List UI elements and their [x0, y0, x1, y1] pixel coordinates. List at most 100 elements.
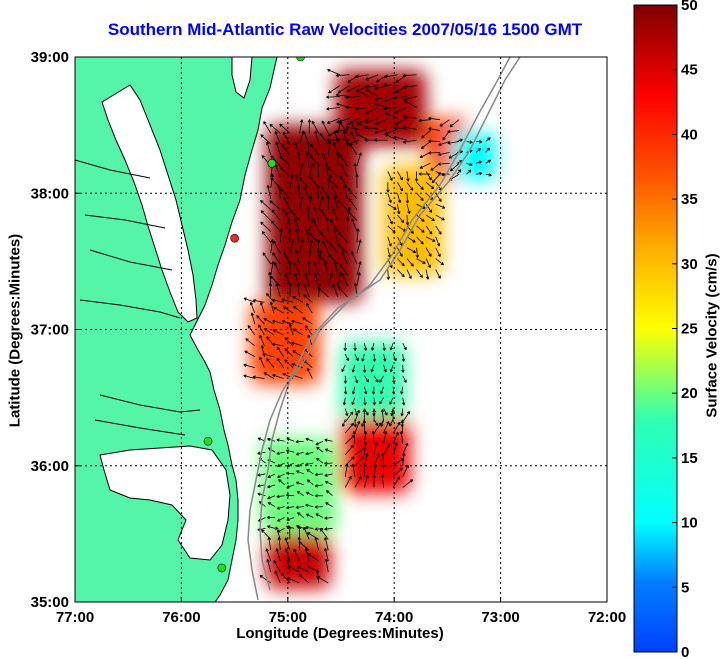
- velocity-arrow: [387, 203, 397, 210]
- velocity-arrow: [356, 272, 361, 286]
- velocity-arrow: [263, 372, 275, 379]
- velocity-arrow: [374, 128, 388, 134]
- velocity-arrow: [281, 143, 291, 156]
- velocity-arrow: [276, 357, 284, 368]
- velocity-arrow: [402, 375, 407, 383]
- x-axis: 77:00 76:00 75:00 74:00 73:00 72:00: [56, 597, 626, 626]
- colorbar-tick-label: 25: [681, 321, 698, 338]
- velocity-arrow: [266, 184, 272, 199]
- velocity-arrow: [476, 140, 483, 144]
- velocity-arrow: [485, 173, 492, 177]
- velocity-arrow: [259, 334, 265, 347]
- velocity-arrow: [315, 440, 324, 446]
- colorbar-tick-label: 15: [681, 450, 698, 467]
- y-tick-label: 39:00: [31, 49, 69, 66]
- velocity-arrow: [277, 473, 285, 478]
- colorbar-tick-label: 10: [681, 515, 698, 532]
- x-tick-label: 76:00: [162, 609, 200, 626]
- velocity-arrow: [336, 243, 348, 254]
- velocity-arrow: [327, 178, 339, 189]
- velocity-arrow: [476, 171, 483, 176]
- velocity-arrow: [402, 342, 407, 351]
- velocity-arrow: [354, 456, 364, 467]
- velocity-arrow: [402, 73, 417, 78]
- velocity-arrow: [351, 364, 356, 373]
- velocity-arrow: [402, 411, 411, 423]
- velocity-arrow: [259, 575, 272, 584]
- velocity-arrow: [341, 364, 346, 373]
- y-tick-label: 36:00: [31, 458, 69, 475]
- velocity-arrow: [277, 517, 285, 522]
- velocity-arrow: [324, 558, 329, 573]
- velocity-arrow: [401, 397, 406, 406]
- velocity-arrow: [281, 298, 294, 303]
- velocity-arrow: [380, 386, 384, 395]
- velocity-arrow: [266, 558, 272, 573]
- velocity-arrow: [389, 364, 394, 373]
- velocity-arrow: [425, 269, 430, 280]
- velocity-arrow: [384, 112, 398, 119]
- velocity-arrow: [278, 479, 285, 486]
- velocity-arrow: [437, 162, 450, 166]
- velocity-arrow: [318, 250, 323, 265]
- velocity-arrow: [308, 163, 315, 178]
- velocity-arrow: [356, 85, 369, 92]
- velocity-arrow: [324, 516, 333, 520]
- velocity-arrow: [350, 120, 358, 134]
- velocity-arrow: [263, 121, 272, 134]
- velocity-arrow: [289, 209, 300, 221]
- velocity-arrow: [287, 565, 300, 573]
- velocity-arrow: [370, 364, 375, 373]
- velocity-arrow: [364, 125, 379, 130]
- velocity-arrow: [279, 166, 291, 178]
- velocity-arrow: [447, 129, 460, 134]
- velocity-arrow: [293, 305, 303, 314]
- velocity-arrow: [389, 397, 394, 405]
- velocity-arrow: [317, 287, 329, 298]
- velocity-arrow: [305, 302, 313, 314]
- velocity-arrow: [396, 204, 401, 215]
- velocity-arrow: [373, 442, 378, 455]
- y-tick-label: 38:00: [31, 185, 69, 202]
- velocity-arrow: [418, 118, 431, 123]
- velocity-arrow: [344, 475, 352, 488]
- velocity-arrow: [383, 353, 387, 362]
- velocity-arrow: [354, 353, 359, 362]
- velocity-arrow: [269, 123, 281, 134]
- velocity-arrow: [328, 85, 341, 94]
- velocity-arrow: [364, 408, 369, 416]
- velocity-arrow: [274, 570, 281, 584]
- velocity-arrow: [303, 131, 310, 145]
- velocity-arrow: [276, 438, 285, 442]
- velocity-arrow: [257, 473, 266, 477]
- velocity-arrow: [257, 484, 266, 488]
- velocity-arrow: [324, 461, 333, 466]
- velocity-arrow: [345, 125, 360, 130]
- velocity-arrow: [257, 492, 266, 497]
- velocity-arrow: [485, 147, 491, 153]
- velocity-arrow: [279, 188, 291, 199]
- velocity-arrow: [299, 119, 304, 134]
- velocity-arrow: [406, 204, 411, 215]
- velocity-arrow: [326, 95, 340, 99]
- velocity-arrow: [395, 74, 408, 83]
- y-tick-label: 35:00: [31, 594, 69, 611]
- velocity-arrow: [356, 117, 369, 126]
- velocity-arrow: [404, 100, 417, 108]
- velocity-arrow: [397, 171, 403, 181]
- velocity-arrow: [337, 286, 348, 298]
- velocity-arrow: [262, 252, 272, 265]
- velocity-arrow: [289, 173, 294, 188]
- velocity-arrow: [276, 506, 285, 510]
- velocity-arrow: [449, 119, 460, 128]
- velocity-arrow: [270, 261, 275, 276]
- velocity-arrow: [397, 193, 402, 204]
- y-axis: 35:00 36:00 37:00 38:00 39:00: [31, 49, 80, 611]
- velocity-arrow: [282, 131, 291, 145]
- velocity-arrow: [327, 253, 339, 265]
- colorbar-tick-label: 40: [681, 126, 698, 143]
- velocity-arrow: [299, 239, 304, 254]
- velocity-arrow: [308, 239, 314, 254]
- velocity-arrow: [275, 141, 281, 156]
- velocity-arrow: [323, 261, 329, 276]
